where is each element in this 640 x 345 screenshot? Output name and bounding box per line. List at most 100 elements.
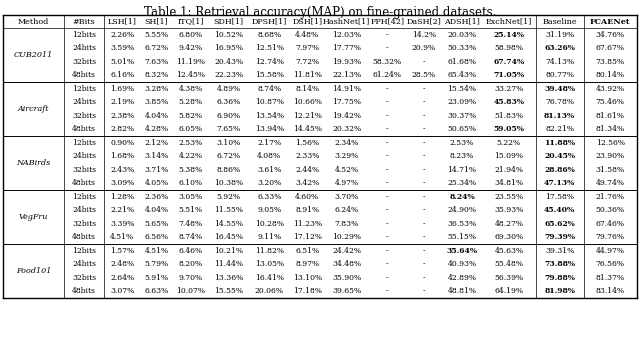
Text: 10.29%: 10.29%	[332, 233, 361, 241]
Text: 20.43%: 20.43%	[214, 58, 243, 66]
Text: 11.82%: 11.82%	[255, 247, 284, 255]
Text: -: -	[386, 274, 388, 282]
Text: Baseline: Baseline	[542, 18, 577, 26]
Text: 8.20%: 8.20%	[179, 260, 203, 268]
Text: -: -	[422, 139, 426, 147]
Text: 6.80%: 6.80%	[179, 31, 203, 39]
Text: 13.05%: 13.05%	[255, 260, 284, 268]
Text: -: -	[386, 179, 388, 187]
Text: 81.37%: 81.37%	[596, 274, 625, 282]
Text: 23.55%: 23.55%	[494, 193, 524, 201]
Text: 82.21%: 82.21%	[545, 125, 574, 133]
Text: FCAENet: FCAENet	[590, 18, 630, 26]
Text: 22.23%: 22.23%	[214, 71, 243, 79]
Text: 11.81%: 11.81%	[293, 71, 322, 79]
Text: 14.91%: 14.91%	[332, 85, 361, 93]
Text: 48bits: 48bits	[72, 71, 96, 79]
Text: 35.93%: 35.93%	[494, 206, 524, 214]
Text: 6.63%: 6.63%	[144, 287, 168, 295]
Text: 12bits: 12bits	[72, 139, 96, 147]
Text: 59.05%: 59.05%	[493, 125, 524, 133]
Text: 6.90%: 6.90%	[217, 112, 241, 120]
Text: -: -	[386, 98, 388, 106]
Text: 21.76%: 21.76%	[596, 193, 625, 201]
Text: SH[1]: SH[1]	[145, 18, 168, 26]
Text: -: -	[386, 193, 388, 201]
Text: 5.82%: 5.82%	[179, 112, 203, 120]
Text: 81.13%: 81.13%	[544, 112, 575, 120]
Text: 3.09%: 3.09%	[110, 179, 134, 187]
Text: CUB2011: CUB2011	[14, 51, 53, 59]
Text: 34.76%: 34.76%	[596, 31, 625, 39]
Text: -: -	[422, 125, 426, 133]
Text: 4.60%: 4.60%	[295, 193, 319, 201]
Text: 10.38%: 10.38%	[214, 179, 243, 187]
Text: 1.68%: 1.68%	[110, 152, 134, 160]
Text: -: -	[386, 233, 388, 241]
Text: 2.12%: 2.12%	[145, 139, 168, 147]
Text: 76.56%: 76.56%	[596, 260, 625, 268]
Text: 5.65%: 5.65%	[145, 220, 168, 228]
Text: 80.77%: 80.77%	[545, 71, 574, 79]
Text: 8.74%: 8.74%	[179, 233, 203, 241]
Text: 67.67%: 67.67%	[596, 44, 625, 52]
Text: 63.26%: 63.26%	[544, 44, 575, 52]
Text: -: -	[422, 152, 426, 160]
Text: 40.93%: 40.93%	[447, 260, 477, 268]
Text: 14.71%: 14.71%	[447, 166, 477, 174]
Text: 0.90%: 0.90%	[110, 139, 134, 147]
Text: 19.42%: 19.42%	[332, 112, 361, 120]
Text: 13.94%: 13.94%	[255, 125, 284, 133]
Text: 48bits: 48bits	[72, 125, 96, 133]
Text: -: -	[386, 85, 388, 93]
Text: 79.76%: 79.76%	[596, 233, 625, 241]
Text: 1.57%: 1.57%	[110, 247, 134, 255]
Text: 2.44%: 2.44%	[295, 166, 319, 174]
Text: ITQ[1]: ITQ[1]	[177, 18, 204, 26]
Text: 3.42%: 3.42%	[295, 179, 319, 187]
Text: 5.01%: 5.01%	[110, 58, 134, 66]
Text: Food101: Food101	[16, 267, 51, 275]
Text: -: -	[422, 98, 426, 106]
Text: 1.28%: 1.28%	[110, 193, 134, 201]
Text: 55.48%: 55.48%	[495, 260, 524, 268]
Text: 12bits: 12bits	[72, 247, 96, 255]
Text: -: -	[386, 139, 388, 147]
Text: 2.21%: 2.21%	[110, 206, 134, 214]
Text: 83.14%: 83.14%	[596, 287, 625, 295]
Text: 81.61%: 81.61%	[596, 112, 625, 120]
Text: 11.44%: 11.44%	[214, 260, 243, 268]
Text: 12bits: 12bits	[72, 85, 96, 93]
Text: -: -	[386, 112, 388, 120]
Text: 58.32%: 58.32%	[372, 58, 402, 66]
Text: SDH[1]: SDH[1]	[214, 18, 244, 26]
Text: 23.09%: 23.09%	[447, 98, 477, 106]
Text: -: -	[386, 166, 388, 174]
Text: 24bits: 24bits	[72, 206, 96, 214]
Text: 81.34%: 81.34%	[596, 125, 625, 133]
Text: 24bits: 24bits	[72, 44, 96, 52]
Text: 48bits: 48bits	[72, 287, 96, 295]
Text: 6.16%: 6.16%	[110, 71, 134, 79]
Text: 75.46%: 75.46%	[596, 98, 625, 106]
Text: 6.05%: 6.05%	[179, 125, 203, 133]
Text: 45.83%: 45.83%	[493, 98, 525, 106]
Text: 7.97%: 7.97%	[295, 44, 319, 52]
Text: 20.03%: 20.03%	[447, 31, 477, 39]
Text: 30.37%: 30.37%	[447, 112, 477, 120]
Text: 3.07%: 3.07%	[110, 287, 134, 295]
Text: -: -	[422, 112, 426, 120]
Text: 74.13%: 74.13%	[545, 58, 574, 66]
Text: 1.56%: 1.56%	[295, 139, 319, 147]
Text: 6.24%: 6.24%	[335, 206, 358, 214]
Text: 14.45%: 14.45%	[293, 125, 322, 133]
Text: 6.10%: 6.10%	[179, 179, 203, 187]
Text: 2.19%: 2.19%	[110, 98, 134, 106]
Text: #Bits: #Bits	[73, 18, 95, 26]
Text: DSH[1]: DSH[1]	[292, 18, 323, 26]
Text: 11.23%: 11.23%	[292, 220, 322, 228]
Text: 13.36%: 13.36%	[214, 274, 243, 282]
Text: 67.46%: 67.46%	[596, 220, 625, 228]
Text: -: -	[386, 206, 388, 214]
Text: 35.90%: 35.90%	[332, 274, 361, 282]
